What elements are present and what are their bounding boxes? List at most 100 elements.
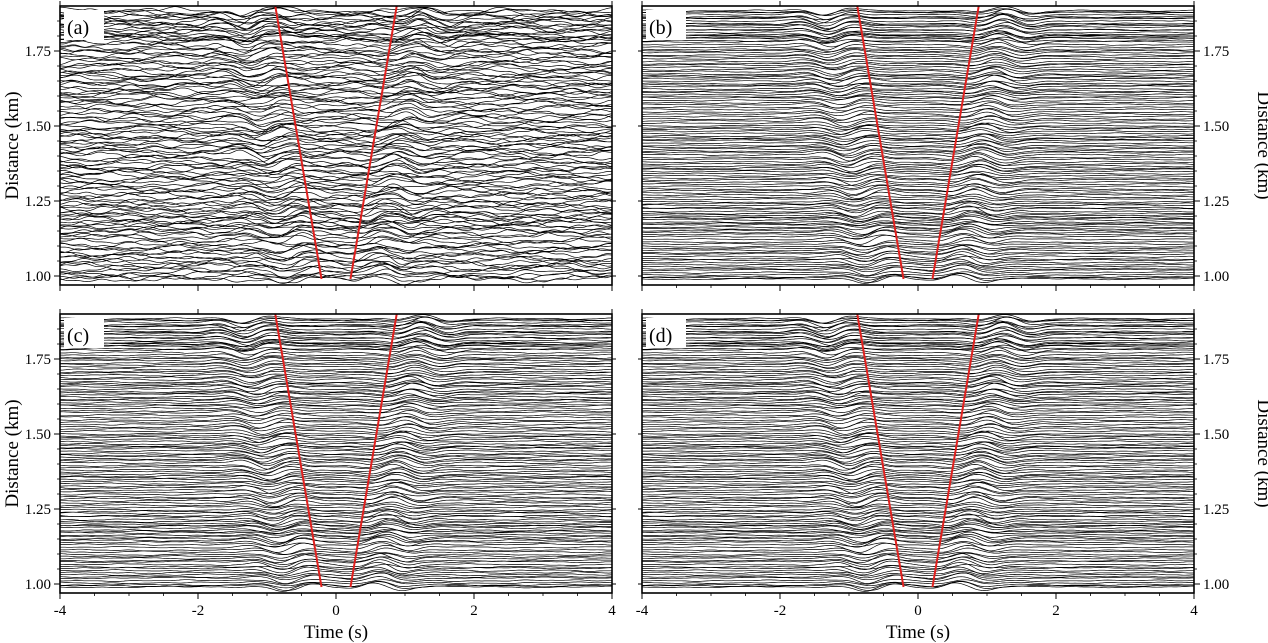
waveform-trace: [60, 562, 612, 574]
waveform-trace: [60, 182, 612, 195]
waveform-trace: [60, 71, 612, 88]
waveform-trace: [642, 108, 1194, 121]
waveform-trace: [642, 364, 1194, 374]
panel-label: (a): [67, 17, 89, 39]
waveform-trace: [642, 94, 1194, 101]
waveform-trace: [60, 479, 612, 487]
waveform-trace: [642, 518, 1194, 526]
waveform-trace: [642, 45, 1194, 53]
waveform-trace: [60, 491, 612, 499]
y-tick-label: 1.00: [1203, 577, 1229, 593]
waveform-traces: [642, 314, 1194, 592]
waveform-trace: [642, 264, 1194, 273]
waveform-trace: [642, 338, 1194, 347]
waveform-trace: [60, 535, 612, 546]
waveform-trace: [642, 547, 1194, 556]
waveform-trace: [60, 36, 612, 46]
waveform-trace: [60, 185, 612, 198]
waveform-trace: [60, 107, 612, 118]
waveform-trace: [60, 51, 612, 62]
waveform-trace: [642, 171, 1194, 179]
moveout-line-negative: [274, 6, 323, 280]
waveform-trace: [642, 399, 1194, 407]
waveform-trace: [60, 18, 612, 30]
y-tick-label: 1.75: [25, 352, 51, 368]
waveform-trace: [642, 410, 1194, 420]
y-tick-label: 1.50: [25, 119, 51, 135]
waveform-trace: [642, 455, 1194, 466]
waveform-trace: [642, 460, 1194, 471]
waveform-trace: [642, 441, 1194, 450]
waveform-trace: [642, 382, 1194, 396]
waveform-trace: [642, 100, 1194, 109]
waveform-trace: [642, 248, 1194, 260]
waveform-trace: [60, 579, 612, 587]
waveform-trace: [60, 374, 612, 383]
waveform-trace: [60, 460, 612, 471]
waveform-trace: [60, 381, 612, 390]
waveform-trace: [60, 24, 612, 36]
waveform-trace: [642, 160, 1194, 173]
waveform-trace: [60, 172, 612, 183]
waveform-trace: [60, 556, 612, 565]
waveform-trace: [642, 159, 1194, 169]
waveform-trace: [642, 124, 1194, 132]
x-tick-label: -2: [192, 603, 205, 619]
waveform-trace: [60, 506, 612, 514]
waveform-trace: [642, 66, 1194, 75]
waveform-trace: [60, 355, 612, 363]
waveform-trace: [60, 31, 612, 41]
waveform-trace: [642, 495, 1194, 507]
waveform-trace: [642, 366, 1194, 378]
waveform-trace: [60, 366, 612, 378]
waveform-trace: [60, 60, 612, 71]
waveform-trace: [642, 542, 1194, 553]
waveform-trace: [642, 531, 1194, 543]
waveform-trace: [60, 346, 612, 352]
waveform-trace: [642, 413, 1194, 422]
waveform-trace: [642, 98, 1194, 109]
waveform-trace: [642, 341, 1194, 352]
y-tick-label: 1.75: [25, 44, 51, 60]
waveform-trace: [60, 379, 612, 389]
panel-b-ylabel: Distance (km): [1253, 91, 1268, 199]
waveform-trace: [642, 127, 1194, 135]
moveout-line-negative: [856, 6, 905, 280]
waveform-trace: [642, 556, 1194, 565]
waveform-trace: [642, 18, 1194, 30]
waveform-trace: [60, 11, 612, 27]
waveform-trace: [60, 518, 612, 528]
waveform-trace: [60, 580, 612, 589]
waveform-trace: [60, 531, 612, 539]
waveform-trace: [642, 508, 1194, 518]
waveform-trace: [60, 361, 612, 370]
waveform-trace: [60, 553, 612, 563]
waveform-trace: [60, 399, 612, 407]
waveform-trace: [60, 12, 612, 24]
waveform-trace: [642, 115, 1194, 127]
waveform-trace: [60, 529, 612, 536]
waveform-trace: [60, 192, 612, 203]
waveform-trace: [60, 430, 612, 443]
waveform-trace: [642, 486, 1194, 497]
waveform-trace: [60, 79, 612, 89]
waveform-trace: [642, 535, 1194, 546]
waveform-trace: [642, 552, 1194, 561]
waveform-trace: [642, 388, 1194, 395]
waveform-trace: [642, 346, 1194, 352]
waveform-trace: [60, 376, 612, 387]
panel-label-bg: [64, 10, 104, 40]
waveform-trace: [60, 159, 612, 175]
waveform-trace: [60, 362, 612, 372]
x-tick-label: -4: [54, 603, 67, 619]
moveout-line-positive: [931, 6, 980, 280]
waveform-trace: [642, 163, 1194, 173]
waveform-trace: [60, 389, 612, 398]
waveform-trace: [642, 423, 1194, 435]
waveform-trace: [60, 153, 612, 167]
waveform-trace: [60, 359, 612, 369]
waveform-trace: [60, 340, 612, 348]
waveform-trace: [642, 374, 1194, 383]
waveform-trace: [60, 450, 612, 463]
